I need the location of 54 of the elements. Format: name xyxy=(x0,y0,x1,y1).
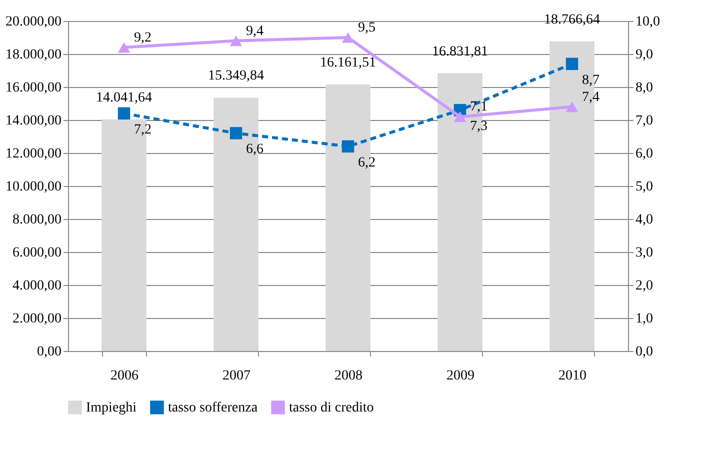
data-label: 16.831,81 xyxy=(432,44,488,60)
data-label: 9,4 xyxy=(246,24,264,39)
data-label: 7,4 xyxy=(582,90,600,105)
point xyxy=(118,42,130,53)
point xyxy=(118,107,130,120)
y2-tick-label: 10,0 xyxy=(636,14,660,30)
y-tick-label: 16.000,00 xyxy=(6,80,62,96)
point xyxy=(566,101,578,112)
y2-tick-label: 9,0 xyxy=(636,48,653,62)
y-tick-label: 4.000,00 xyxy=(12,278,62,294)
data-label: 6,6 xyxy=(246,142,264,158)
y2-tick-label: 7,0 xyxy=(636,114,653,128)
data-label: 9,2 xyxy=(134,30,152,46)
legend-label: tasso sofferenza xyxy=(168,400,258,416)
y-tick-label: 12.000,00 xyxy=(6,146,62,162)
y-tick-label: 20.000,00 xyxy=(6,14,62,30)
data-label: 9,5 xyxy=(358,20,376,36)
y2-tick-label: 8,0 xyxy=(636,80,653,96)
data-label: 14.041,64 xyxy=(96,90,152,106)
y2-tick-label: 4,0 xyxy=(636,212,653,228)
legend-label: tasso di credito xyxy=(289,400,374,416)
data-label: 6,2 xyxy=(358,155,376,170)
data-label: 7,2 xyxy=(134,122,152,138)
y2-tick-label: 0,0 xyxy=(636,344,653,360)
data-label: 16.161,51 xyxy=(320,55,376,70)
data-label: 7,1 xyxy=(470,100,488,115)
point xyxy=(342,140,354,153)
y-tick-label: 14.000,00 xyxy=(6,114,62,128)
x-tick-label: 2006 xyxy=(110,368,138,384)
y-tick-label: 6.000,00 xyxy=(12,246,62,260)
data-label: 8,7 xyxy=(582,72,600,88)
legend-label: Impieghi xyxy=(86,400,137,416)
x-tick-label: 2010 xyxy=(558,368,586,384)
point xyxy=(454,111,466,122)
y-tick-label: 2.000,00 xyxy=(12,312,62,326)
y2-tick-label: 5,0 xyxy=(636,180,653,194)
y2-tick-label: 1,0 xyxy=(636,312,653,326)
y-tick-label: 18.000,00 xyxy=(6,48,62,62)
y-tick-label: 8.000,00 xyxy=(12,212,62,228)
y2-tick-label: 3,0 xyxy=(636,246,653,260)
y-tick-label: 0,00 xyxy=(37,344,62,360)
point xyxy=(230,35,242,46)
y-tick-label: 10.000,00 xyxy=(6,180,62,194)
point xyxy=(230,127,242,140)
point xyxy=(342,32,354,43)
x-tick-label: 2008 xyxy=(334,368,362,384)
y2-tick-label: 2,0 xyxy=(636,278,653,294)
x-tick-label: 2007 xyxy=(222,368,250,384)
data-label: 7,3 xyxy=(470,119,488,134)
data-label: 18.766,64 xyxy=(544,12,600,28)
data-label: 15.349,84 xyxy=(208,68,264,84)
point xyxy=(566,58,578,70)
x-tick-label: 2009 xyxy=(446,368,474,384)
y2-tick-label: 6,0 xyxy=(636,146,653,162)
